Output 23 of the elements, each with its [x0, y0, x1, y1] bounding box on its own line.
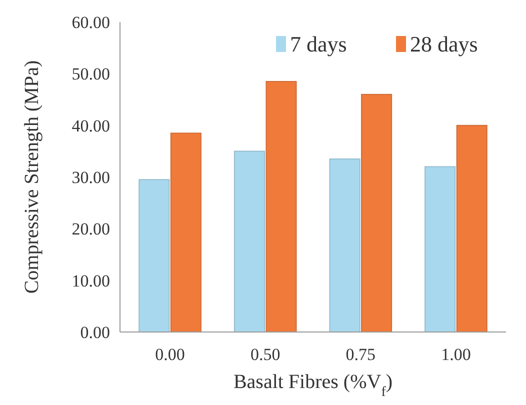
- bar: [361, 94, 392, 332]
- x-tick-label: 1.00: [441, 345, 471, 364]
- bar: [329, 158, 360, 332]
- bar: [138, 179, 170, 332]
- x-tick-label: 0.00: [155, 345, 185, 364]
- x-axis-title: Basalt Fibres (%V$_{f}$): [233, 371, 393, 400]
- bar: [456, 124, 488, 332]
- y-tick-label: 0.00: [80, 322, 110, 342]
- y-tick-label: 40.00: [72, 116, 110, 136]
- x-tick-label: 0.75: [346, 345, 376, 364]
- bar: [424, 166, 456, 332]
- y-tick-label: 30.00: [72, 168, 110, 187]
- x-tick-label: 0.50: [250, 345, 280, 364]
- y-tick-label: 20.00: [72, 220, 110, 239]
- bar: [266, 81, 297, 332]
- legend-label: 7 days: [290, 32, 347, 57]
- y-tick-label: 60.00: [72, 12, 110, 32]
- y-axis-title: Compressive Strength (MPa): [21, 60, 43, 294]
- y-tick-label: 10.00: [72, 271, 110, 290]
- legend-label: 28 days: [410, 32, 478, 57]
- y-tick-label: 50.00: [72, 64, 110, 84]
- bar: [234, 150, 265, 332]
- bar: [170, 132, 202, 332]
